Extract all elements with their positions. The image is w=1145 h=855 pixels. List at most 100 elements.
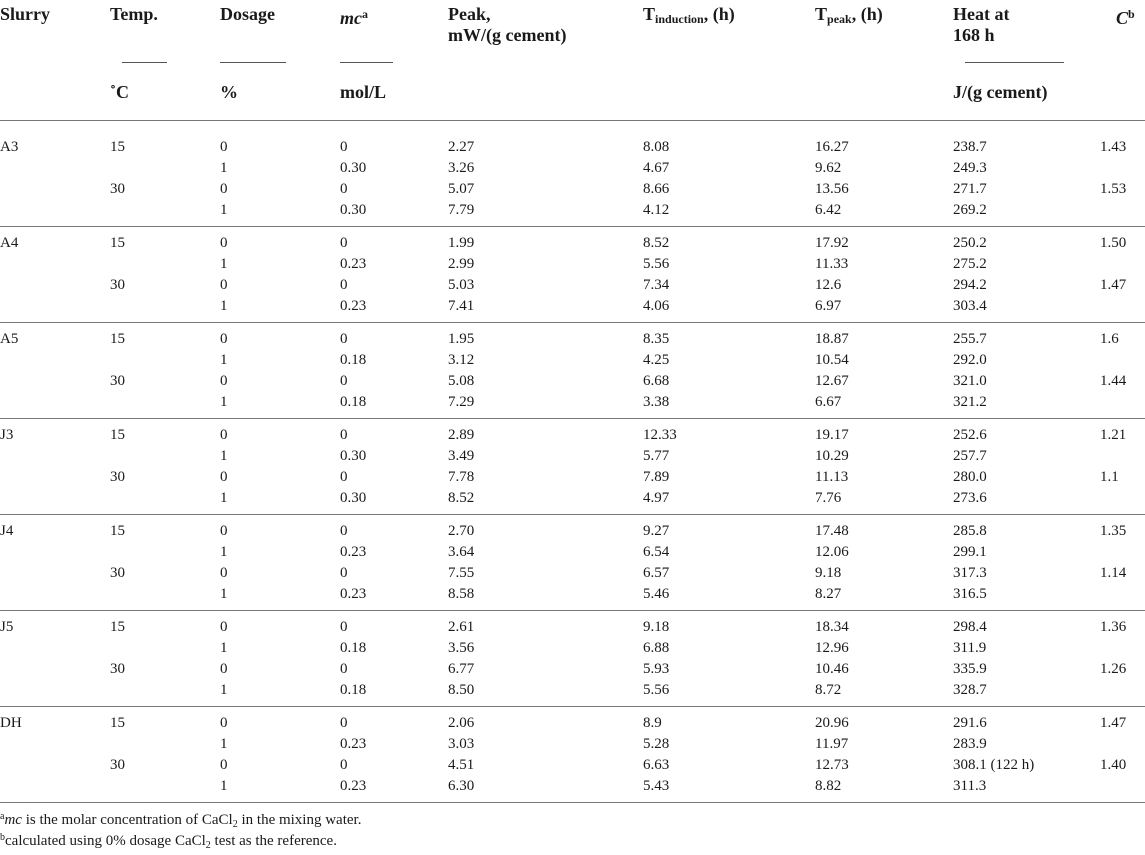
temp-cell: 30 — [110, 181, 125, 197]
c-cell: 1.6 — [1100, 331, 1119, 347]
peak-cell: 5.08 — [448, 373, 475, 389]
heat-cell: 250.2 — [953, 235, 987, 251]
heat-cell: 321.2 — [953, 394, 987, 410]
mc-cell: 0 — [340, 757, 348, 773]
dosage-cell: 1 — [220, 202, 228, 218]
header-t-peak-unit: , (h) — [851, 4, 883, 24]
footnote-b-sub: 2 — [205, 840, 211, 851]
c-cell: 1.47 — [1100, 277, 1127, 293]
peak-cell: 3.64 — [448, 544, 475, 560]
slurry-cell: J5 — [0, 619, 14, 635]
t-induction-cell: 4.67 — [643, 160, 670, 176]
temp-cell: 30 — [110, 373, 125, 389]
group-rule — [0, 706, 1145, 707]
dosage-cell: 1 — [220, 640, 228, 656]
peak-cell: 3.03 — [448, 736, 475, 752]
peak-cell: 8.50 — [448, 682, 475, 698]
t-peak-cell: 13.56 — [815, 181, 849, 197]
header-t-peak: Tpeak, (h) — [815, 4, 883, 30]
mc-cell: 0.30 — [340, 490, 367, 506]
t-peak-cell: 12.6 — [815, 277, 842, 293]
peak-cell: 1.95 — [448, 331, 475, 347]
mc-cell: 0 — [340, 619, 348, 635]
dosage-cell: 0 — [220, 373, 228, 389]
t-peak-cell: 12.73 — [815, 757, 849, 773]
t-induction-cell: 8.08 — [643, 139, 670, 155]
header-dosage: Dosage — [220, 4, 275, 24]
temp-cell: 30 — [110, 469, 125, 485]
temp-cell: 15 — [110, 139, 125, 155]
header-t-peak-label: T — [815, 4, 828, 24]
heat-cell: 285.8 — [953, 523, 987, 539]
slurry-cell: A4 — [0, 235, 19, 251]
c-cell: 1.21 — [1100, 427, 1127, 443]
t-induction-cell: 4.25 — [643, 352, 670, 368]
header-rule — [0, 120, 1145, 121]
group-rule — [0, 610, 1145, 611]
mc-cell: 0.23 — [340, 736, 367, 752]
heat-cell: 280.0 — [953, 469, 987, 485]
heat-cell: 238.7 — [953, 139, 987, 155]
heat-cell: 252.6 — [953, 427, 987, 443]
dosage-unit-underline — [220, 62, 286, 63]
c-cell: 1.14 — [1100, 565, 1127, 581]
dosage-cell: 0 — [220, 619, 228, 635]
c-cell: 1.44 — [1100, 373, 1127, 389]
t-induction-cell: 4.06 — [643, 298, 670, 314]
heat-cell: 335.9 — [953, 661, 987, 677]
slurry-cell: J3 — [0, 427, 14, 443]
dosage-cell: 0 — [220, 235, 228, 251]
t-induction-cell: 9.27 — [643, 523, 670, 539]
group-rule — [0, 322, 1145, 323]
t-induction-cell: 8.35 — [643, 331, 670, 347]
mc-cell: 0 — [340, 181, 348, 197]
c-cell: 1.53 — [1100, 181, 1127, 197]
t-peak-cell: 11.13 — [815, 469, 849, 485]
peak-cell: 2.70 — [448, 523, 475, 539]
t-induction-cell: 5.77 — [643, 448, 670, 464]
footnote-b-mark: b — [0, 832, 5, 843]
dosage-cell: 0 — [220, 181, 228, 197]
heat-cell: 303.4 — [953, 298, 987, 314]
t-induction-cell: 7.89 — [643, 469, 670, 485]
heat-cell: 271.7 — [953, 181, 987, 197]
heat-cell: 255.7 — [953, 331, 987, 347]
slurry-cell: A5 — [0, 331, 19, 347]
peak-cell: 3.12 — [448, 352, 475, 368]
t-induction-cell: 9.18 — [643, 619, 670, 635]
mc-cell: 0 — [340, 715, 348, 731]
t-induction-cell: 4.97 — [643, 490, 670, 506]
peak-cell: 7.55 — [448, 565, 475, 581]
t-peak-cell: 16.27 — [815, 139, 849, 155]
mc-cell: 0.18 — [340, 682, 367, 698]
header-t-induction-sub: induction — [655, 12, 704, 26]
t-peak-cell: 18.87 — [815, 331, 849, 347]
mc-cell: 0 — [340, 661, 348, 677]
dosage-cell: 1 — [220, 682, 228, 698]
slurry-cell: DH — [0, 715, 22, 731]
peak-cell: 2.61 — [448, 619, 475, 635]
header-c-label: C — [1116, 8, 1129, 28]
heat-cell: 269.2 — [953, 202, 987, 218]
footnote-a-end: in the mixing water. — [237, 812, 362, 828]
slurry-cell: A3 — [0, 139, 19, 155]
dosage-cell: 0 — [220, 757, 228, 773]
mc-cell: 0 — [340, 277, 348, 293]
t-induction-cell: 7.34 — [643, 277, 670, 293]
footnote-b-end: test as the reference. — [210, 833, 337, 849]
t-peak-cell: 17.48 — [815, 523, 849, 539]
header-peak-line1: Peak, — [448, 4, 491, 24]
dosage-cell: 0 — [220, 427, 228, 443]
heat-cell: 311.3 — [953, 778, 987, 794]
header-t-induction-label: T — [643, 4, 656, 24]
peak-cell: 5.07 — [448, 181, 475, 197]
t-peak-cell: 6.42 — [815, 202, 842, 218]
header-c-footnote-mark: b — [1128, 7, 1135, 21]
t-induction-cell: 12.33 — [643, 427, 677, 443]
heat-cell: 299.1 — [953, 544, 987, 560]
peak-cell: 2.99 — [448, 256, 475, 272]
group-rule — [0, 802, 1145, 803]
c-cell: 1.35 — [1100, 523, 1127, 539]
header-t-peak-sub: peak — [827, 12, 852, 26]
t-induction-cell: 6.68 — [643, 373, 670, 389]
